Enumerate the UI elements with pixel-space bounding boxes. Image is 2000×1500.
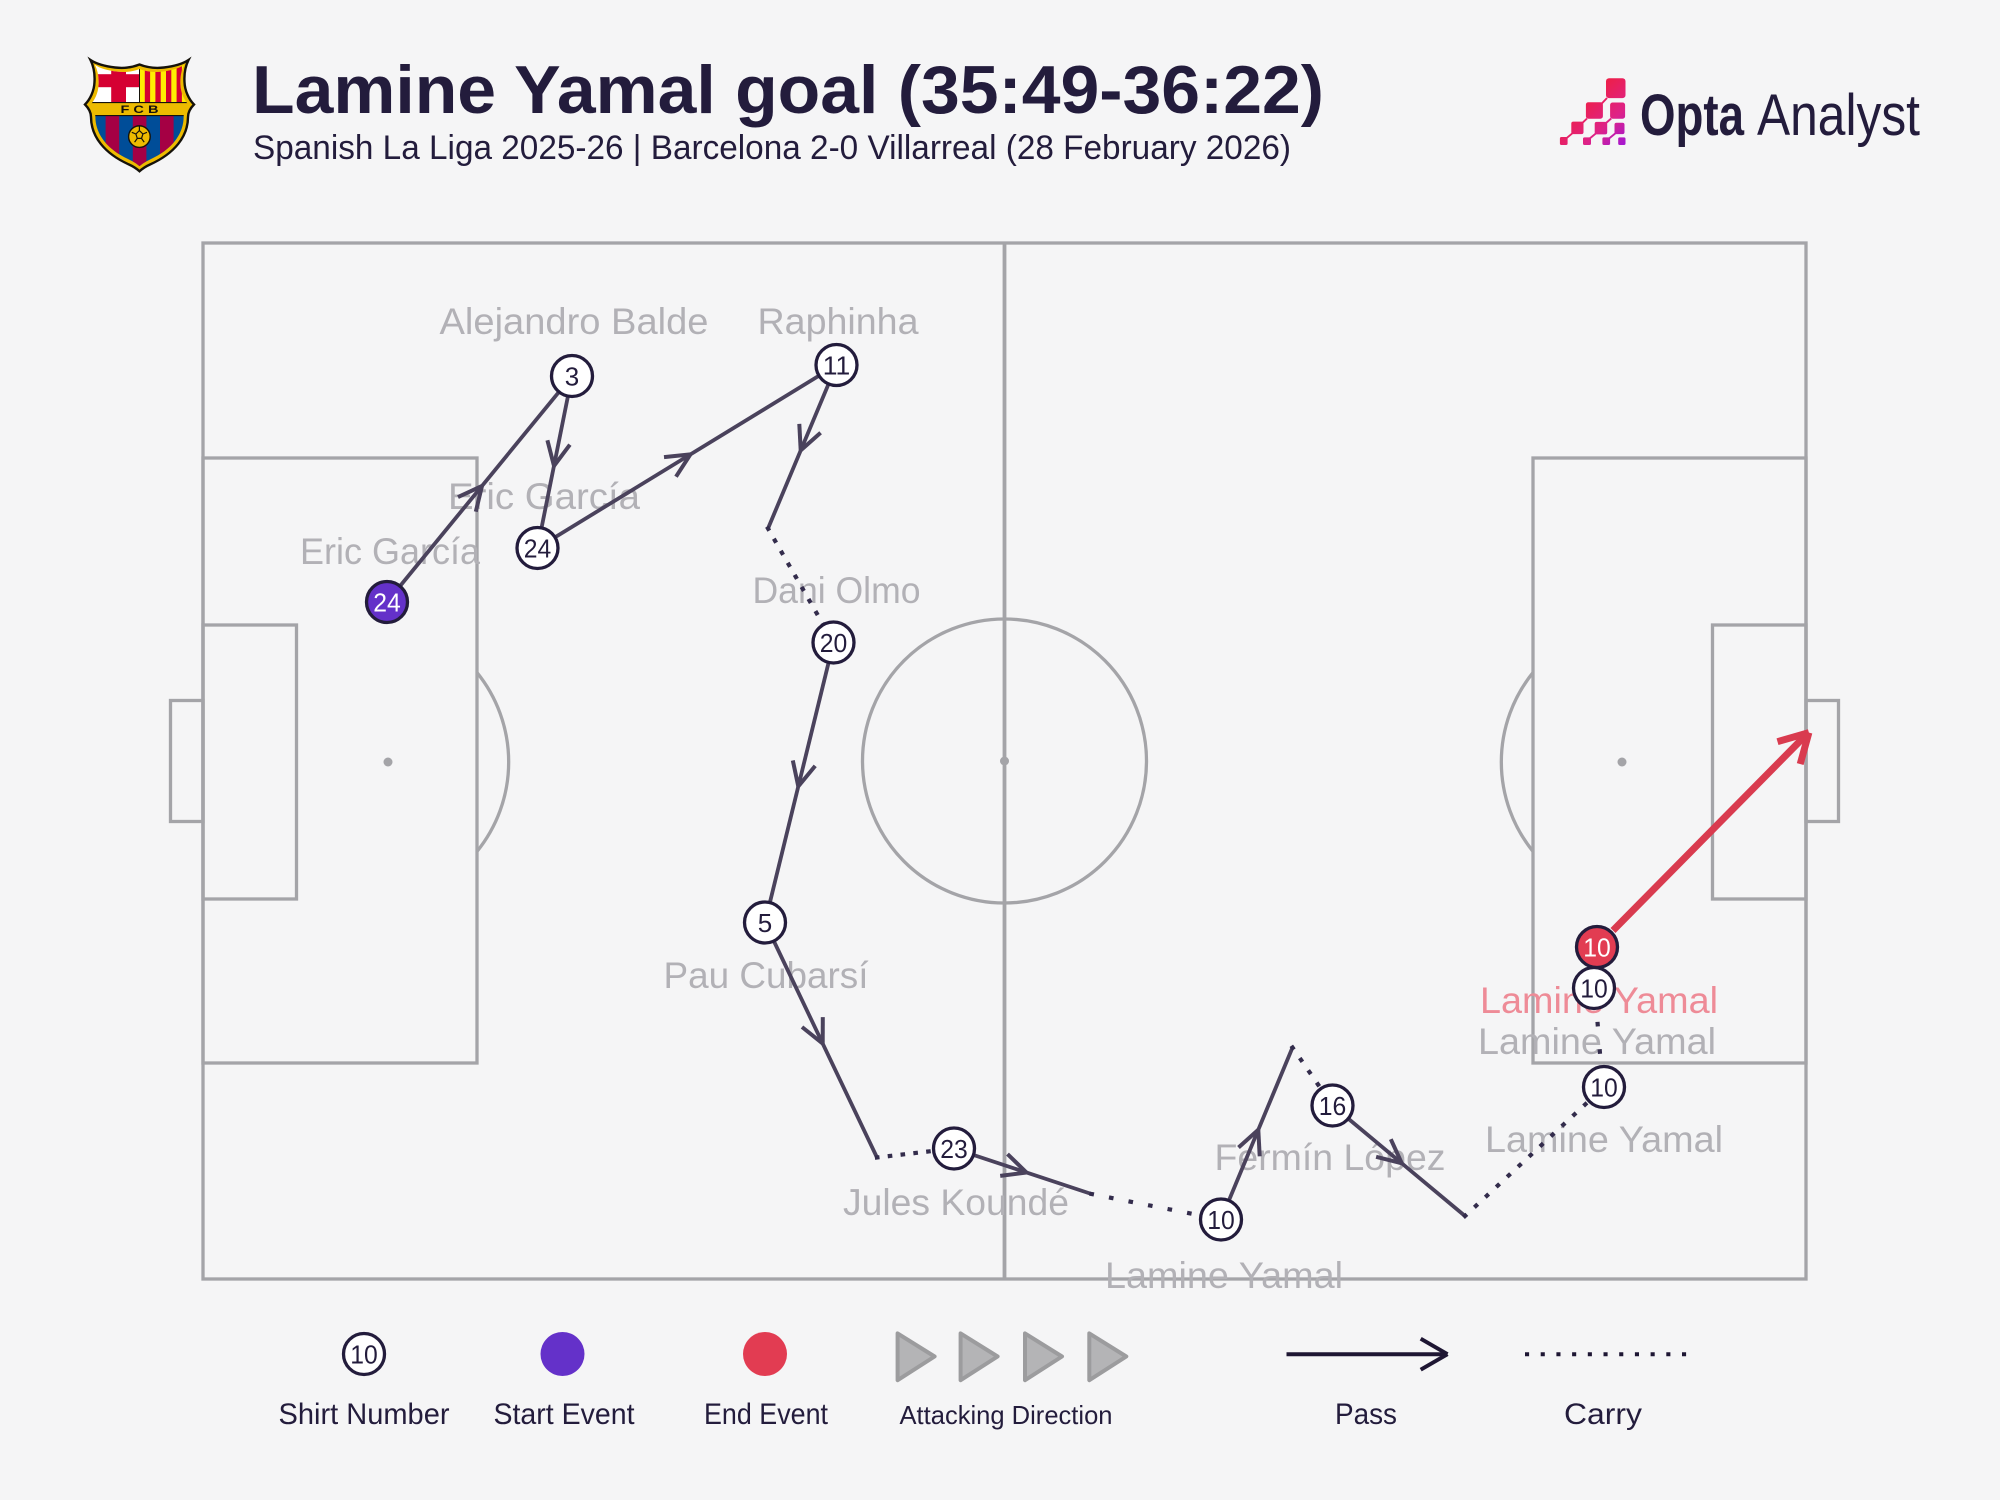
svg-text:24: 24 bbox=[524, 533, 552, 563]
svg-text:24: 24 bbox=[373, 587, 401, 617]
svg-text:10: 10 bbox=[350, 1339, 378, 1369]
svg-text:10: 10 bbox=[1580, 973, 1608, 1003]
svg-text:Lamine Yamal: Lamine Yamal bbox=[1478, 1021, 1716, 1062]
svg-text:Eric García: Eric García bbox=[300, 531, 480, 572]
svg-text:20: 20 bbox=[820, 628, 848, 658]
svg-text:Raphinha: Raphinha bbox=[758, 301, 919, 342]
svg-text:10: 10 bbox=[1590, 1072, 1618, 1102]
svg-text:Jules Koundé: Jules Koundé bbox=[843, 1182, 1069, 1223]
svg-text:Opta: Opta bbox=[1640, 83, 1745, 148]
svg-text:23: 23 bbox=[940, 1134, 968, 1164]
svg-text:16: 16 bbox=[1319, 1091, 1347, 1121]
svg-text:Start Event: Start Event bbox=[494, 1398, 636, 1431]
svg-text:Pass: Pass bbox=[1335, 1398, 1397, 1431]
svg-text:10: 10 bbox=[1207, 1205, 1235, 1235]
svg-text:3: 3 bbox=[565, 361, 579, 391]
svg-text:Carry: Carry bbox=[1564, 1398, 1642, 1431]
svg-text:Spanish La Liga 2025-26 | Barc: Spanish La Liga 2025-26 | Barcelona 2-0 … bbox=[253, 129, 1291, 167]
svg-text:Attacking Direction: Attacking Direction bbox=[900, 1400, 1113, 1430]
svg-text:Dani Olmo: Dani Olmo bbox=[753, 570, 921, 611]
svg-text:Lamine Yamal goal (35:49-36:22: Lamine Yamal goal (35:49-36:22) bbox=[252, 52, 1324, 128]
svg-text:Lamine Yamal: Lamine Yamal bbox=[1485, 1119, 1723, 1160]
svg-text:Alejandro Balde: Alejandro Balde bbox=[440, 301, 709, 342]
svg-text:Lamine Yamal: Lamine Yamal bbox=[1105, 1255, 1343, 1296]
svg-text:End Event: End Event bbox=[704, 1398, 829, 1431]
svg-text:5: 5 bbox=[758, 908, 772, 938]
svg-text:11: 11 bbox=[823, 350, 851, 380]
svg-text:Shirt Number: Shirt Number bbox=[279, 1398, 450, 1431]
svg-text:Pau Cubarsí: Pau Cubarsí bbox=[664, 955, 870, 996]
svg-text:10: 10 bbox=[1583, 932, 1611, 962]
svg-text:F C B: F C B bbox=[121, 104, 159, 116]
svg-text:Analyst: Analyst bbox=[1757, 83, 1920, 148]
